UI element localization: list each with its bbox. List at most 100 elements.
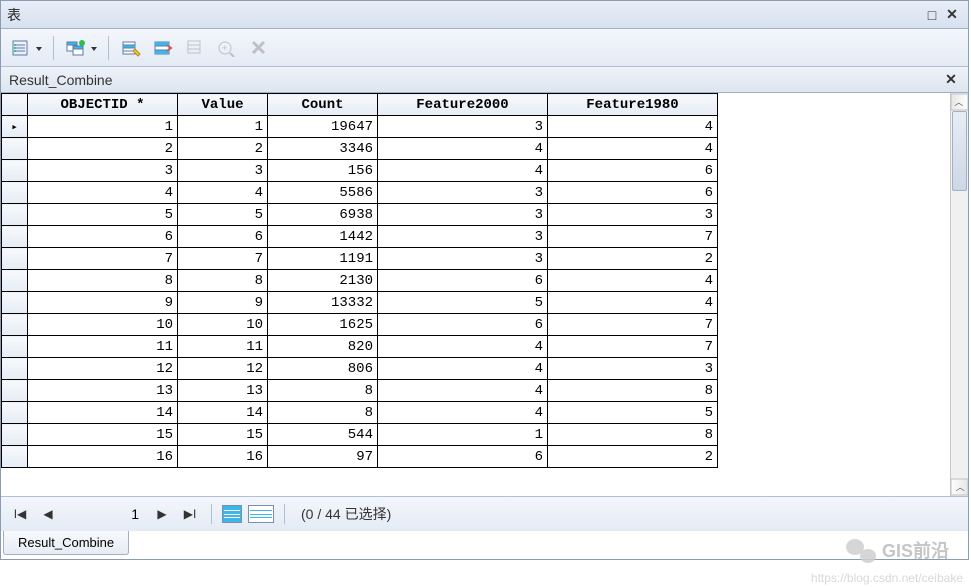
- table-row[interactable]: 88213064: [2, 270, 718, 292]
- cell[interactable]: 4: [548, 138, 718, 160]
- scroll-down-button[interactable]: 〉: [951, 479, 969, 496]
- row-selector[interactable]: [2, 380, 28, 402]
- cell[interactable]: 8: [28, 270, 178, 292]
- clear-selection-button[interactable]: +: [213, 34, 241, 62]
- cell[interactable]: 8: [268, 402, 378, 424]
- cell[interactable]: 14: [28, 402, 178, 424]
- cell[interactable]: 13: [28, 380, 178, 402]
- cell[interactable]: 7: [28, 248, 178, 270]
- row-selector[interactable]: [2, 270, 28, 292]
- zoom-selected-button[interactable]: [181, 34, 209, 62]
- cell[interactable]: 4: [378, 336, 548, 358]
- cell[interactable]: 1191: [268, 248, 378, 270]
- cell[interactable]: 12: [178, 358, 268, 380]
- row-selector[interactable]: [2, 204, 28, 226]
- cell[interactable]: 6: [378, 446, 548, 468]
- last-record-button[interactable]: ▶I: [179, 503, 201, 525]
- cell[interactable]: 5: [178, 204, 268, 226]
- cell[interactable]: 3: [28, 160, 178, 182]
- table-row[interactable]: 77119132: [2, 248, 718, 270]
- cell[interactable]: 13: [178, 380, 268, 402]
- next-record-button[interactable]: ▶: [151, 503, 173, 525]
- table-tab[interactable]: Result_Combine: [3, 531, 129, 555]
- cell[interactable]: 3: [378, 182, 548, 204]
- cell[interactable]: 4: [378, 160, 548, 182]
- cell[interactable]: 3: [378, 248, 548, 270]
- cell[interactable]: 3346: [268, 138, 378, 160]
- cell[interactable]: 7: [548, 314, 718, 336]
- row-selector[interactable]: [2, 358, 28, 380]
- table-row[interactable]: 44558636: [2, 182, 718, 204]
- row-selector[interactable]: [2, 424, 28, 446]
- table-row[interactable]: 16169762: [2, 446, 718, 468]
- column-header[interactable]: OBJECTID *: [28, 94, 178, 116]
- cell[interactable]: 544: [268, 424, 378, 446]
- cell[interactable]: 6938: [268, 204, 378, 226]
- cell[interactable]: 15: [28, 424, 178, 446]
- scroll-thumb[interactable]: [952, 111, 967, 191]
- cell[interactable]: 8: [548, 380, 718, 402]
- cell[interactable]: 6: [378, 314, 548, 336]
- cell[interactable]: 5586: [268, 182, 378, 204]
- close-table-button[interactable]: ✕: [942, 71, 960, 88]
- table-row[interactable]: 1414845: [2, 402, 718, 424]
- cell[interactable]: 10: [178, 314, 268, 336]
- cell[interactable]: 8: [548, 424, 718, 446]
- cell[interactable]: 7: [548, 336, 718, 358]
- close-button[interactable]: ✕: [942, 6, 962, 24]
- cell[interactable]: 3: [378, 204, 548, 226]
- cell[interactable]: 11: [178, 336, 268, 358]
- select-by-attributes-button[interactable]: [117, 34, 145, 62]
- column-header[interactable]: Count: [268, 94, 378, 116]
- cell[interactable]: 4: [378, 402, 548, 424]
- cell[interactable]: 7: [178, 248, 268, 270]
- cell[interactable]: 1: [28, 116, 178, 138]
- cell[interactable]: 97: [268, 446, 378, 468]
- table-row[interactable]: 151554418: [2, 424, 718, 446]
- cell[interactable]: 6: [548, 182, 718, 204]
- row-selector[interactable]: [2, 138, 28, 160]
- cell[interactable]: 4: [548, 116, 718, 138]
- cell[interactable]: 4: [378, 138, 548, 160]
- cell[interactable]: 4: [378, 358, 548, 380]
- vertical-scrollbar[interactable]: 〈 〉: [950, 93, 968, 496]
- restore-button[interactable]: □: [922, 6, 942, 24]
- table-row[interactable]: 55693833: [2, 204, 718, 226]
- cell[interactable]: 4: [178, 182, 268, 204]
- cell[interactable]: 3: [548, 358, 718, 380]
- cell[interactable]: 11: [28, 336, 178, 358]
- cell[interactable]: 19647: [268, 116, 378, 138]
- cell[interactable]: 2130: [268, 270, 378, 292]
- cell[interactable]: 1442: [268, 226, 378, 248]
- cell[interactable]: 2: [548, 248, 718, 270]
- cell[interactable]: 3: [548, 204, 718, 226]
- cell[interactable]: 16: [178, 446, 268, 468]
- list-options-button[interactable]: [7, 34, 35, 62]
- cell[interactable]: 10: [28, 314, 178, 336]
- cell[interactable]: 8: [178, 270, 268, 292]
- cell[interactable]: 5: [548, 402, 718, 424]
- cell[interactable]: 5: [28, 204, 178, 226]
- column-header[interactable]: Value: [178, 94, 268, 116]
- cell[interactable]: 1625: [268, 314, 378, 336]
- cell[interactable]: 9: [28, 292, 178, 314]
- cell[interactable]: 7: [548, 226, 718, 248]
- table-row[interactable]: 1313848: [2, 380, 718, 402]
- row-selector[interactable]: [2, 314, 28, 336]
- cell[interactable]: 156: [268, 160, 378, 182]
- cell[interactable]: 6: [548, 160, 718, 182]
- row-selector[interactable]: [2, 116, 28, 138]
- table-row[interactable]: 111182047: [2, 336, 718, 358]
- row-selector[interactable]: [2, 248, 28, 270]
- cell[interactable]: 4: [378, 380, 548, 402]
- cell[interactable]: 9: [178, 292, 268, 314]
- column-header[interactable]: Feature1980: [548, 94, 718, 116]
- table-row[interactable]: 3315646: [2, 160, 718, 182]
- cell[interactable]: 4: [548, 270, 718, 292]
- first-record-button[interactable]: I◀: [9, 503, 31, 525]
- cell[interactable]: 1: [178, 116, 268, 138]
- show-all-records-button[interactable]: [222, 505, 242, 523]
- row-selector[interactable]: [2, 336, 28, 358]
- cell[interactable]: 6: [28, 226, 178, 248]
- cell[interactable]: 6: [178, 226, 268, 248]
